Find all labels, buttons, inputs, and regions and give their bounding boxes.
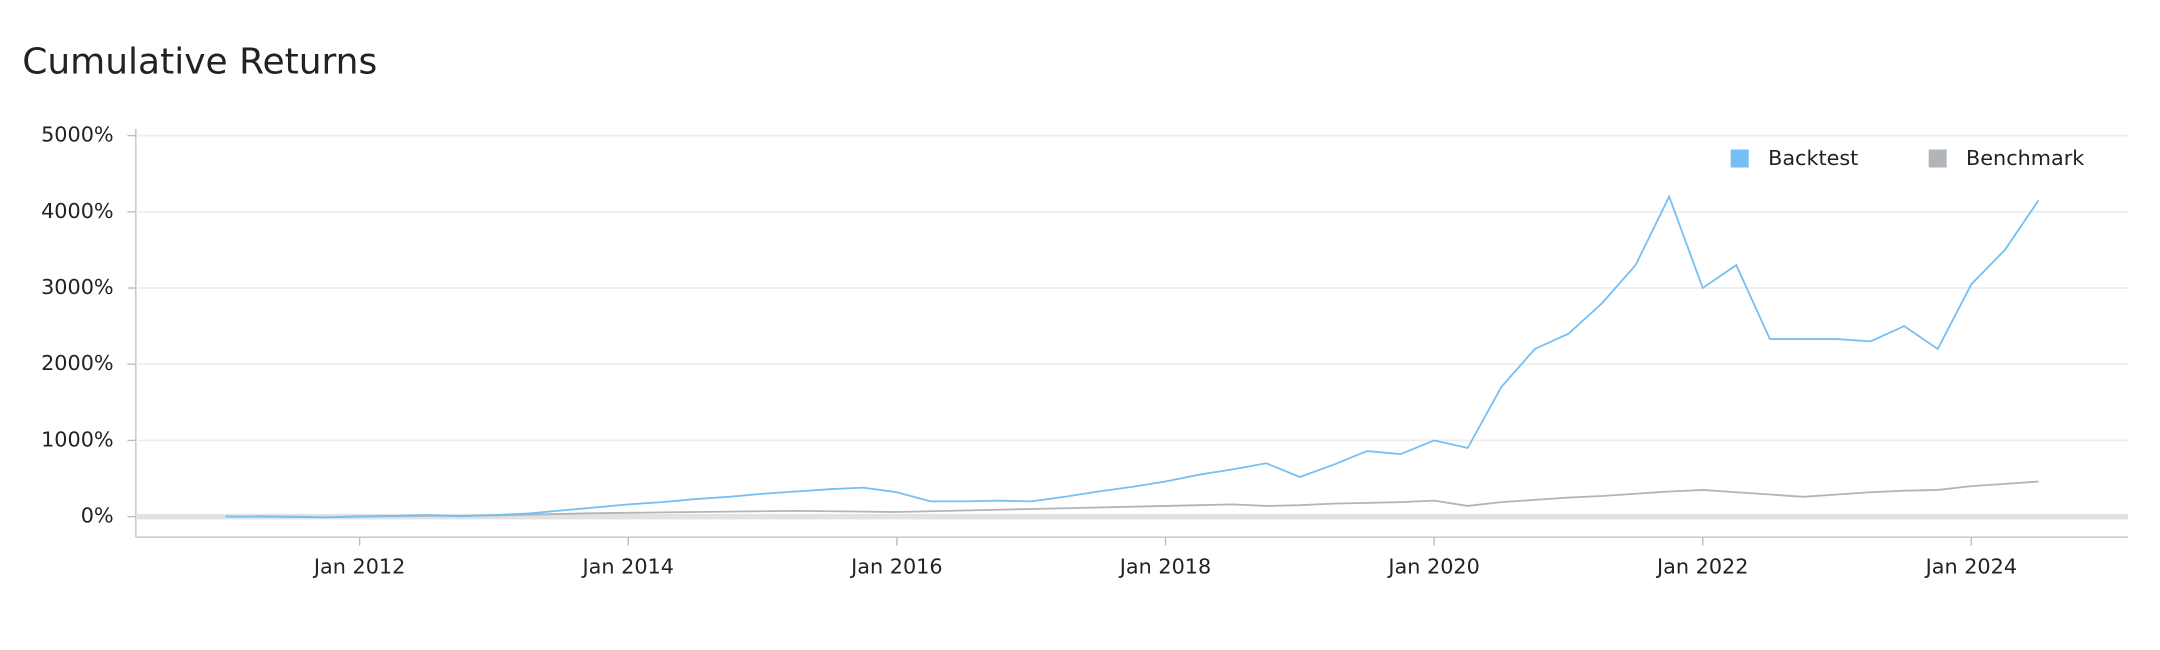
series-line xyxy=(225,194,2040,519)
x-tick-label: Jan 2012 xyxy=(312,555,405,579)
y-tick-label: 0% xyxy=(81,504,114,528)
y-tick-label: 2000% xyxy=(41,351,114,375)
y-tick-label: 3000% xyxy=(41,275,114,299)
x-tick-label: Jan 2018 xyxy=(1118,555,1211,579)
legend-swatch xyxy=(1928,149,1947,168)
x-tick-label: Jan 2014 xyxy=(581,555,674,579)
x-tick-label: Jan 2020 xyxy=(1386,555,1479,579)
x-tick-label: Jan 2022 xyxy=(1655,555,1748,579)
y-tick-label: 5000% xyxy=(41,123,114,147)
x-tick-label: Jan 2016 xyxy=(849,555,942,579)
legend-swatch xyxy=(1730,149,1749,168)
legend-label: Backtest xyxy=(1768,146,1858,170)
chart-title: Cumulative Returns xyxy=(22,42,377,83)
x-tick-label: Jan 2024 xyxy=(1924,555,2017,579)
legend-label: Benchmark xyxy=(1966,146,2084,170)
y-tick-label: 1000% xyxy=(41,427,114,451)
y-tick-label: 4000% xyxy=(41,199,114,223)
series-line xyxy=(225,480,2039,519)
